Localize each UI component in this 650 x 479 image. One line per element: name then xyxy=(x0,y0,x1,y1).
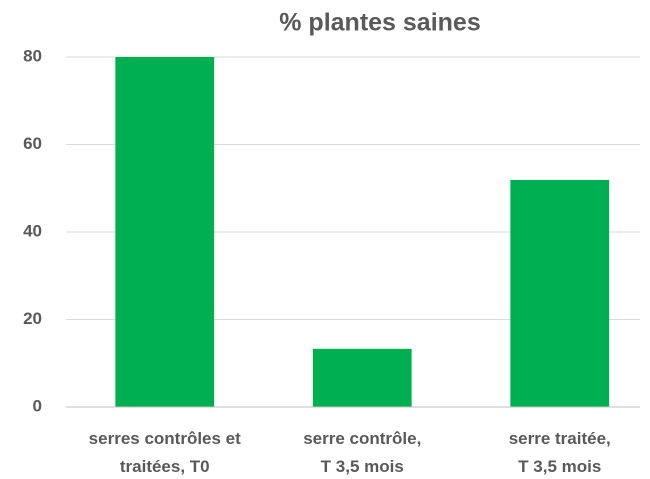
x-tick-label: serre contrôle, T 3,5 mois xyxy=(303,429,421,476)
y-tick-label: 80 xyxy=(23,46,42,65)
y-tick-label: 60 xyxy=(23,134,42,153)
x-tick-label-line: T 3,5 mois xyxy=(321,457,404,476)
bar xyxy=(510,179,610,407)
y-tick-label: 20 xyxy=(23,309,42,328)
x-tick-label-line: T 3,5 mois xyxy=(518,457,601,476)
bar xyxy=(115,57,215,407)
y-tick-label: 40 xyxy=(23,221,42,240)
x-tick-label-line: serres contrôles et xyxy=(89,429,241,448)
x-tick-label-line: serre contrôle, xyxy=(303,429,421,448)
x-tick-label: serre traitée, T 3,5 mois xyxy=(509,429,611,476)
bar xyxy=(312,348,412,407)
y-tick-label: 0 xyxy=(33,396,42,415)
chart-title: % plantes saines xyxy=(279,9,480,37)
x-tick-label-line: traitées, T0 xyxy=(120,457,210,476)
x-tick-label-line: serre traitée, xyxy=(509,429,611,448)
x-tick-label: serres contrôles et traitées, T0 xyxy=(89,429,241,476)
